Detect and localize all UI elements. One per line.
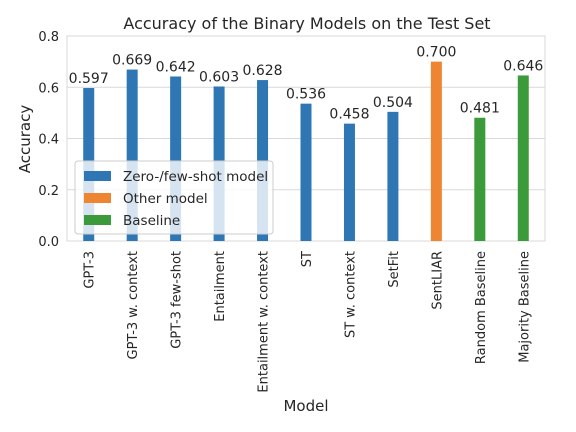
data-label: 0.597 <box>69 71 109 87</box>
x-tick-label: Entailment <box>213 251 228 322</box>
x-tick-label: Random Baseline <box>474 251 489 364</box>
legend-swatch <box>84 215 111 225</box>
legend-swatch <box>84 193 111 203</box>
data-label: 0.646 <box>503 58 543 74</box>
x-tick-label: GPT-3 <box>83 251 98 289</box>
legend-entry: Zero-/few-shot model <box>123 169 268 185</box>
x-tick-label: ST w. context <box>343 251 358 338</box>
x-tick-label: SentLIAR <box>430 251 445 310</box>
y-tick-label: 0.6 <box>38 81 59 96</box>
x-axis-label: Model <box>283 397 328 415</box>
bar-st-w-context <box>343 123 355 241</box>
bar-setfit <box>387 111 399 241</box>
x-tick-label: GPT-3 w. context <box>126 251 141 359</box>
legend: Zero-/few-shot model Other model Baseline <box>74 160 274 235</box>
bar-majority-baseline <box>517 75 529 242</box>
x-tick-label: ST <box>300 251 315 267</box>
y-axis-label: Accuracy <box>16 105 34 174</box>
bar-sentliar <box>430 61 442 241</box>
legend-box <box>74 160 274 235</box>
bar-gpt-3-few-shot <box>170 76 182 241</box>
data-label: 0.603 <box>199 69 239 85</box>
bar-st <box>300 103 312 242</box>
data-label: 0.669 <box>112 53 152 69</box>
chart-title: Accuracy of the Binary Models on the Tes… <box>123 14 490 33</box>
legend-entry: Other model <box>123 191 208 207</box>
data-label: 0.458 <box>329 107 369 123</box>
data-label: 0.504 <box>373 95 413 111</box>
data-label: 0.628 <box>242 63 282 79</box>
bar-random-baseline <box>474 117 486 241</box>
legend-entry: Baseline <box>123 213 180 229</box>
y-tick-label: 0.4 <box>38 133 59 148</box>
legend-swatch <box>84 171 111 181</box>
y-tick-label: 0.2 <box>38 184 59 199</box>
x-tick-label: SetFit <box>387 251 402 288</box>
data-label: 0.642 <box>156 59 196 75</box>
x-tick-label: Entailment w. context <box>257 251 272 393</box>
data-label: 0.700 <box>416 45 456 61</box>
data-label: 0.536 <box>286 87 326 103</box>
y-tick-label: 0.0 <box>38 235 59 250</box>
x-tick-label: Majority Baseline <box>517 251 532 363</box>
data-label: 0.481 <box>460 101 500 117</box>
y-tick-label: 0.8 <box>38 30 59 45</box>
bar-gpt-3-w-context <box>126 69 138 241</box>
x-tick-label: GPT-3 few-shot <box>170 251 185 349</box>
